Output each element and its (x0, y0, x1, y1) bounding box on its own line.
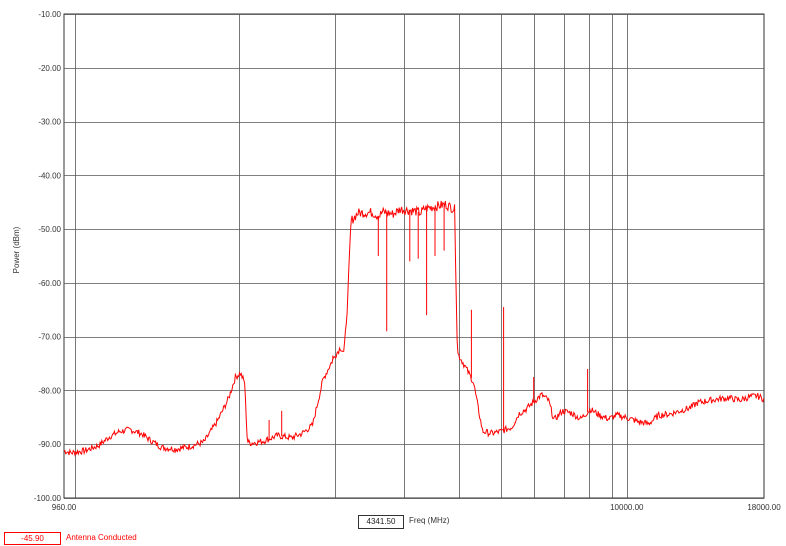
x-tick-label: 960.00 (52, 503, 77, 512)
y-tick-label: -100.00 (34, 494, 62, 503)
y-tick-label: -40.00 (38, 171, 61, 180)
y-tick-label: -20.00 (38, 64, 61, 73)
x-tick-label: 10000.00 (610, 503, 644, 512)
frequency-cursor-input[interactable]: 4341.50 (358, 515, 404, 529)
x-axis-title: Freq (MHz) (409, 516, 450, 525)
y-axis-title: Power (dBm) (12, 226, 21, 273)
y-tick-label: -30.00 (38, 118, 61, 127)
legend-series-name: Antenna Conducted (66, 533, 137, 542)
y-tick-label: -50.00 (38, 225, 61, 234)
y-tick-label: -80.00 (38, 386, 61, 395)
y-tick-label: -60.00 (38, 279, 61, 288)
series-antenna-conducted (63, 200, 765, 457)
y-tick-label: -90.00 (38, 440, 61, 449)
y-tick-label: -10.00 (38, 10, 61, 19)
y-tick-label: -70.00 (38, 333, 61, 342)
plot-frame (63, 13, 765, 499)
y-axis-ticks: -10.00 -20.00 -30.00 -40.00 -50.00 -60.00 -70.… (34, 10, 62, 503)
x-tick-label: 18000.00 (747, 503, 781, 512)
x-axis-ticks: 960.00 10000.00 18000.00 (52, 503, 781, 512)
grid (63, 13, 765, 499)
legend-readout-value: -45.90 (4, 532, 61, 545)
series-line (63, 200, 765, 457)
